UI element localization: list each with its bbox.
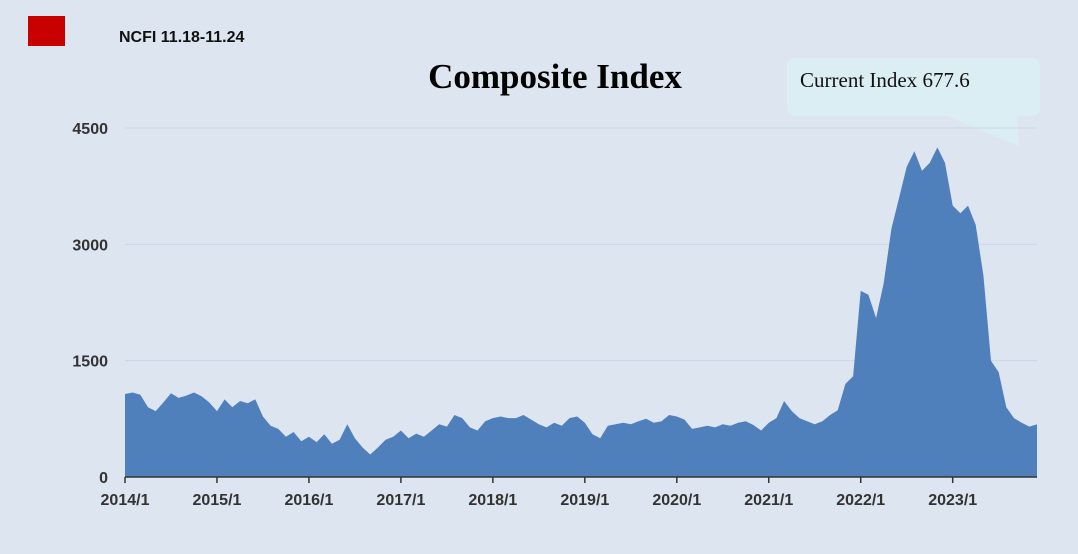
current-index-text: Current Index 677.6	[800, 68, 970, 92]
y-tick-label: 4500	[72, 121, 108, 138]
x-tick-label: 2018/1	[468, 492, 517, 509]
index-subtitle: NCFI 11.18-11.24	[119, 29, 245, 46]
x-tick-label: 2015/1	[192, 492, 241, 509]
y-tick-label: 3000	[72, 237, 108, 254]
y-tick-label: 1500	[72, 354, 108, 371]
x-tick-label: 2017/1	[376, 492, 425, 509]
logo	[28, 16, 65, 46]
callout-tail	[942, 114, 1019, 146]
x-tick-label: 2014/1	[101, 492, 150, 509]
chart-title: Composite Index	[428, 57, 682, 96]
x-tick-label: 2021/1	[744, 492, 793, 509]
x-tick-label: 2019/1	[560, 492, 609, 509]
y-tick-label: 0	[99, 470, 108, 487]
composite-index-area	[125, 147, 1037, 477]
x-tick-label: 2023/1	[928, 492, 977, 509]
current-index-callout: Current Index 677.6	[787, 58, 1040, 146]
x-tick-label: 2016/1	[284, 492, 333, 509]
x-tick-label: 2022/1	[836, 492, 885, 509]
x-tick-label: 2020/1	[652, 492, 701, 509]
